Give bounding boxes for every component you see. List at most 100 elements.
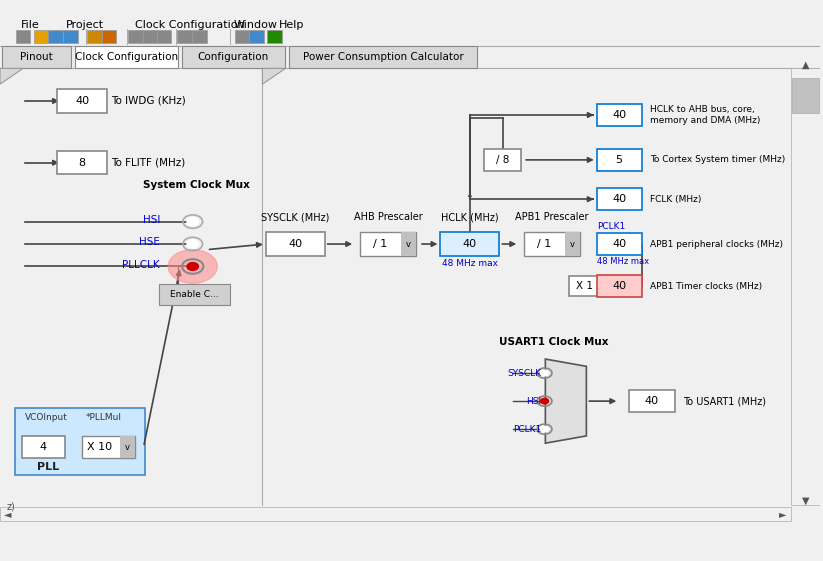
FancyBboxPatch shape — [597, 149, 642, 171]
Text: 48 MHz max: 48 MHz max — [442, 259, 498, 268]
FancyBboxPatch shape — [15, 408, 145, 475]
Text: HSI: HSI — [526, 397, 542, 406]
Text: File: File — [21, 20, 40, 30]
Text: v: v — [570, 240, 575, 249]
Text: Clock Configuration: Clock Configuration — [135, 20, 245, 30]
Text: SYSCLK (MHz): SYSCLK (MHz) — [261, 212, 329, 222]
FancyBboxPatch shape — [81, 436, 135, 458]
FancyBboxPatch shape — [142, 30, 157, 43]
Polygon shape — [546, 359, 586, 443]
FancyBboxPatch shape — [597, 104, 642, 126]
Text: PCLK1: PCLK1 — [513, 425, 542, 434]
Text: Clock Configuration: Clock Configuration — [75, 52, 179, 62]
Text: / 8: / 8 — [496, 155, 509, 165]
FancyBboxPatch shape — [565, 232, 580, 256]
FancyBboxPatch shape — [289, 46, 477, 68]
Text: PLLCLK: PLLCLK — [123, 260, 160, 270]
FancyBboxPatch shape — [58, 151, 107, 174]
Text: / 1: / 1 — [373, 239, 387, 249]
Text: ◄: ◄ — [4, 509, 12, 519]
Text: 40: 40 — [645, 396, 659, 406]
FancyBboxPatch shape — [524, 232, 580, 256]
Text: APB1 Prescaler: APB1 Prescaler — [515, 212, 588, 222]
FancyBboxPatch shape — [597, 275, 642, 297]
Text: 48 MHz max: 48 MHz max — [597, 257, 649, 266]
Circle shape — [187, 263, 198, 270]
Polygon shape — [263, 68, 286, 84]
Circle shape — [541, 370, 549, 376]
Text: Configuration: Configuration — [198, 52, 269, 62]
Text: ►: ► — [779, 509, 787, 519]
FancyBboxPatch shape — [597, 188, 642, 210]
FancyBboxPatch shape — [192, 30, 207, 43]
Text: To FLITF (MHz): To FLITF (MHz) — [111, 158, 185, 168]
FancyBboxPatch shape — [793, 78, 819, 113]
Text: X 10: X 10 — [87, 442, 113, 452]
Text: z): z) — [7, 501, 16, 511]
FancyBboxPatch shape — [87, 30, 102, 43]
Circle shape — [541, 426, 549, 432]
Text: HSE: HSE — [139, 237, 160, 247]
Text: 8: 8 — [78, 158, 86, 168]
Text: X 1: X 1 — [576, 281, 593, 291]
FancyBboxPatch shape — [128, 30, 142, 43]
FancyBboxPatch shape — [34, 30, 49, 43]
Circle shape — [168, 250, 217, 283]
Text: HCLK to AHB bus, core,
memory and DMA (MHz): HCLK to AHB bus, core, memory and DMA (M… — [650, 104, 760, 126]
Circle shape — [187, 218, 198, 226]
FancyBboxPatch shape — [49, 30, 63, 43]
FancyBboxPatch shape — [630, 390, 675, 412]
FancyBboxPatch shape — [249, 30, 264, 43]
Text: System Clock Mux: System Clock Mux — [143, 180, 250, 190]
FancyBboxPatch shape — [267, 30, 282, 43]
Text: AHB Prescaler: AHB Prescaler — [354, 212, 422, 222]
Text: 5: 5 — [616, 155, 623, 165]
FancyBboxPatch shape — [597, 233, 642, 255]
Text: Window: Window — [234, 20, 277, 30]
FancyBboxPatch shape — [156, 30, 171, 43]
FancyBboxPatch shape — [159, 284, 230, 305]
FancyBboxPatch shape — [182, 46, 285, 68]
Text: SYSCLK: SYSCLK — [507, 369, 542, 378]
Text: v: v — [406, 240, 411, 249]
Text: APB1 peripheral clocks (MHz): APB1 peripheral clocks (MHz) — [650, 240, 783, 249]
FancyBboxPatch shape — [63, 30, 78, 43]
Text: ▲: ▲ — [802, 59, 809, 70]
FancyBboxPatch shape — [235, 30, 249, 43]
FancyBboxPatch shape — [401, 232, 416, 256]
Text: Project: Project — [66, 20, 104, 30]
FancyBboxPatch shape — [440, 232, 500, 256]
Text: PCLK1: PCLK1 — [597, 222, 625, 231]
Text: 40: 40 — [612, 281, 626, 291]
FancyBboxPatch shape — [177, 30, 192, 43]
FancyBboxPatch shape — [2, 46, 72, 68]
FancyBboxPatch shape — [102, 30, 116, 43]
Text: 40: 40 — [463, 239, 477, 249]
Text: APB1 Timer clocks (MHz): APB1 Timer clocks (MHz) — [650, 282, 762, 291]
FancyBboxPatch shape — [484, 149, 521, 171]
FancyBboxPatch shape — [58, 89, 107, 113]
Text: 4: 4 — [40, 442, 47, 452]
Text: HCLK (MHz): HCLK (MHz) — [441, 212, 499, 222]
Text: ▼: ▼ — [802, 495, 809, 505]
Text: 40: 40 — [612, 194, 626, 204]
Text: 40: 40 — [288, 239, 302, 249]
Text: *PLLMul: *PLLMul — [86, 413, 122, 422]
FancyBboxPatch shape — [16, 30, 30, 43]
Text: v: v — [125, 443, 130, 452]
FancyBboxPatch shape — [570, 276, 600, 296]
Text: FCLK (MHz): FCLK (MHz) — [650, 195, 701, 204]
FancyBboxPatch shape — [0, 507, 792, 521]
Circle shape — [541, 398, 549, 404]
Text: 40: 40 — [612, 239, 626, 249]
Text: VCOInput: VCOInput — [25, 413, 67, 422]
Text: PLL: PLL — [37, 462, 59, 472]
Text: HSI: HSI — [142, 215, 160, 225]
Text: To USART1 (MHz): To USART1 (MHz) — [683, 396, 765, 406]
Text: Enable C...: Enable C... — [170, 290, 219, 299]
FancyBboxPatch shape — [120, 436, 135, 458]
Text: 40: 40 — [612, 110, 626, 120]
FancyBboxPatch shape — [792, 68, 820, 505]
FancyBboxPatch shape — [360, 232, 416, 256]
Text: Power Consumption Calculator: Power Consumption Calculator — [303, 52, 463, 62]
